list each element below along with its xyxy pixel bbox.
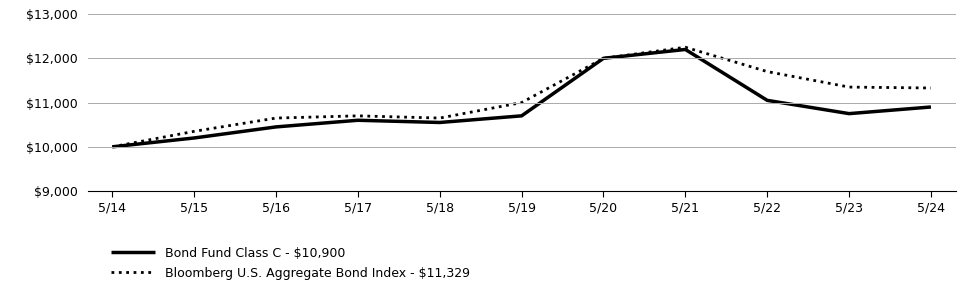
Bloomberg U.S. Aggregate Bond Index - $11,329 [352, 114, 364, 117]
Bond Fund Class C - $10,900 [188, 136, 200, 140]
Bloomberg U.S. Aggregate Bond Index - $11,329 [188, 130, 200, 133]
Bond Fund Class C - $10,900 [352, 119, 364, 122]
Bond Fund Class C - $10,900 [598, 57, 609, 60]
Bond Fund Class C - $10,900 [843, 112, 855, 115]
Line: Bloomberg U.S. Aggregate Bond Index - $11,329: Bloomberg U.S. Aggregate Bond Index - $1… [112, 47, 931, 147]
Line: Bond Fund Class C - $10,900: Bond Fund Class C - $10,900 [112, 49, 931, 147]
Bond Fund Class C - $10,900 [434, 121, 446, 124]
Bloomberg U.S. Aggregate Bond Index - $11,329 [106, 145, 118, 148]
Bond Fund Class C - $10,900 [680, 48, 691, 51]
Bloomberg U.S. Aggregate Bond Index - $11,329 [270, 116, 282, 120]
Bond Fund Class C - $10,900 [270, 125, 282, 129]
Bloomberg U.S. Aggregate Bond Index - $11,329 [925, 86, 937, 90]
Bloomberg U.S. Aggregate Bond Index - $11,329 [598, 57, 609, 60]
Bloomberg U.S. Aggregate Bond Index - $11,329 [761, 70, 773, 73]
Bloomberg U.S. Aggregate Bond Index - $11,329 [516, 101, 527, 104]
Bond Fund Class C - $10,900 [925, 105, 937, 109]
Bloomberg U.S. Aggregate Bond Index - $11,329 [434, 116, 446, 120]
Bond Fund Class C - $10,900 [516, 114, 527, 117]
Bloomberg U.S. Aggregate Bond Index - $11,329 [843, 85, 855, 89]
Bond Fund Class C - $10,900 [106, 145, 118, 148]
Legend: Bond Fund Class C - $10,900, Bloomberg U.S. Aggregate Bond Index - $11,329: Bond Fund Class C - $10,900, Bloomberg U… [111, 247, 470, 280]
Bond Fund Class C - $10,900 [761, 99, 773, 102]
Bloomberg U.S. Aggregate Bond Index - $11,329 [680, 46, 691, 49]
